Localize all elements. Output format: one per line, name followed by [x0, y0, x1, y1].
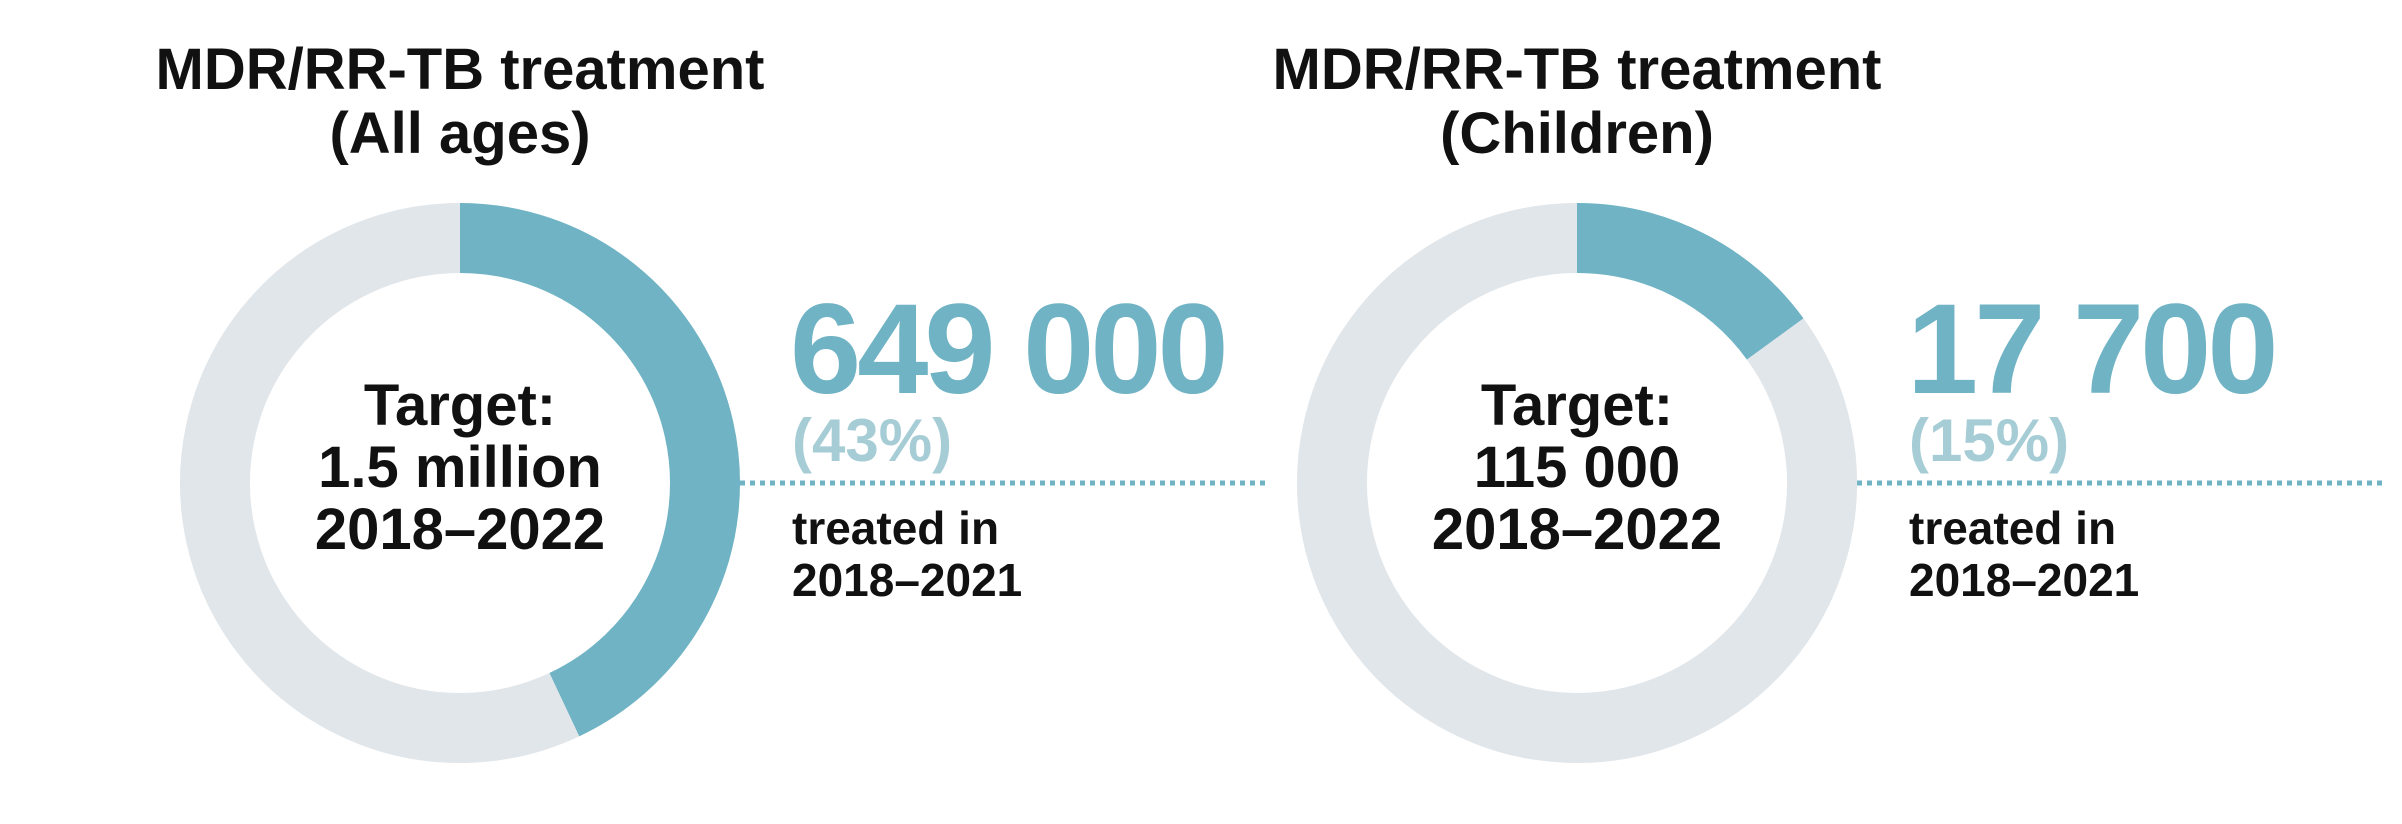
treated-caption-line-2: 2018–2021 — [792, 554, 1023, 606]
donut-chart-children — [1297, 203, 2385, 763]
treated-caption-line-1: treated in — [792, 502, 1000, 554]
target-label-line-3: 2018–2022 — [314, 497, 606, 562]
target-label-line-1: Target: — [1480, 373, 1674, 438]
treated-count: 17 700 — [1907, 278, 2278, 421]
donut-slice-remaining — [1297, 203, 1857, 763]
donut-slice-treated — [1576, 203, 1804, 361]
donut-slice-treated — [459, 203, 740, 737]
target-label: Target: 115 000 2018–2022 — [1327, 375, 1827, 561]
treated-caption: treated in 2018–2021 — [1909, 502, 2139, 606]
chart-title-line-1: MDR/RR-TB treatment — [1272, 37, 1882, 102]
target-label-line-1: Target: — [363, 373, 557, 438]
treated-count: 649 000 — [790, 278, 1229, 421]
chart-title-line-2: (Children) — [1440, 101, 1714, 166]
chart-title: MDR/RR-TB treatment (All ages) — [0, 38, 920, 166]
target-label: Target: 1.5 million 2018–2022 — [210, 375, 710, 561]
donut-panel-children: MDR/RR-TB treatment (Children) Target: 1… — [1117, 0, 2385, 824]
treated-percent: (43%) — [792, 407, 953, 474]
chart-title: MDR/RR-TB treatment (Children) — [1117, 38, 2037, 166]
target-label-line-2: 115 000 — [1473, 435, 1681, 500]
donut-slice-remaining — [180, 203, 580, 763]
treated-percent: (15%) — [1909, 407, 2070, 474]
donut-chart-all-ages — [180, 203, 1268, 763]
treated-caption-line-2: 2018–2021 — [1909, 554, 2140, 606]
donut-panel-all-ages: MDR/RR-TB treatment (All ages) Target: 1… — [0, 0, 1268, 824]
chart-title-line-1: MDR/RR-TB treatment — [155, 37, 765, 102]
target-label-line-2: 1.5 million — [318, 435, 602, 500]
chart-title-line-2: (All ages) — [329, 101, 591, 166]
treated-caption: treated in 2018–2021 — [792, 502, 1022, 606]
target-label-line-3: 2018–2022 — [1431, 497, 1723, 562]
treated-caption-line-1: treated in — [1909, 502, 2117, 554]
